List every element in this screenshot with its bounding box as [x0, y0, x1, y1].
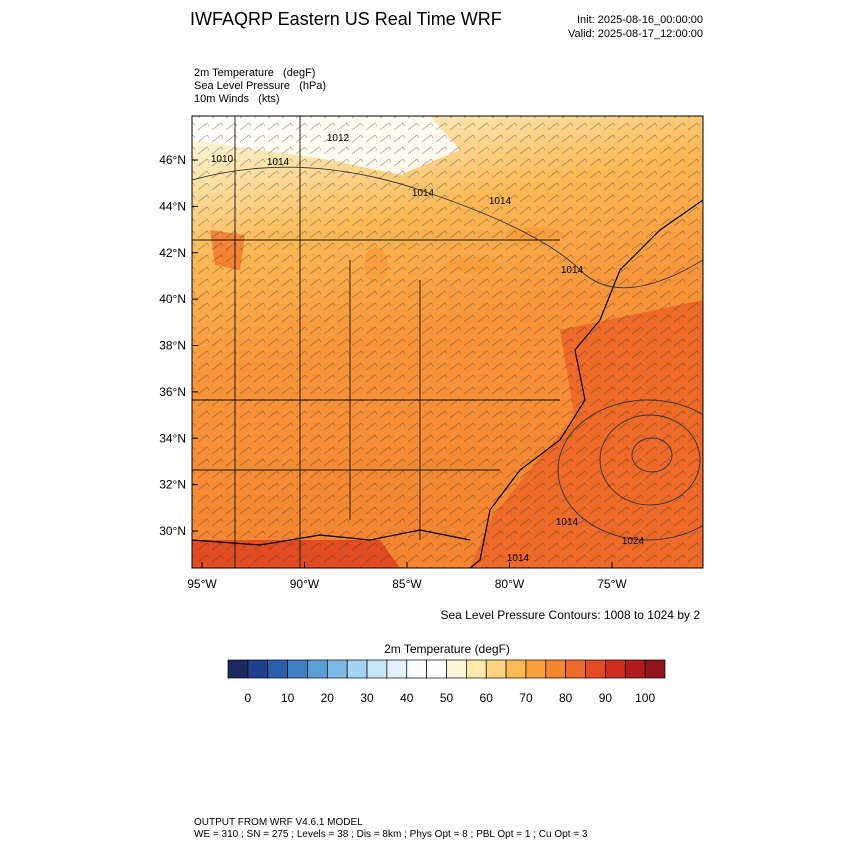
lon-tick-label: 75°W	[597, 577, 627, 591]
title: IWFAQRP Eastern US Real Time WRF	[190, 9, 502, 29]
color-swatch	[585, 659, 606, 679]
colorbar-tick-label: 70	[519, 691, 533, 705]
map-axes: 46°N 44°N 42°N 40°N 38°N 36°N 34°N 32°N 30°N 95°W…	[159, 153, 627, 591]
contour-note: Sea Level Pressure Contours: 1008 to 102…	[441, 608, 701, 622]
contour-label: 1014	[556, 517, 579, 528]
lat-tick-label: 34°N	[159, 431, 186, 445]
colorbar: 0 10 20 30 40 50 60 70 80 90 100	[227, 659, 666, 705]
coastline	[192, 529, 471, 546]
colorbar-title: 2m Temperature (degF)	[384, 642, 510, 656]
color-swatch	[466, 659, 487, 679]
colorbar-tick-label: 0	[245, 691, 252, 705]
footer-line: OUTPUT FROM WRF V4.6.1 MODEL	[194, 817, 363, 828]
color-swatch	[426, 659, 447, 679]
color-swatch	[307, 659, 328, 679]
color-swatch	[386, 659, 408, 679]
lat-tick-label: 32°N	[159, 478, 186, 492]
contour-label: 1014	[561, 265, 584, 276]
contour-label: 1024	[622, 536, 645, 547]
lat-tick-label: 36°N	[159, 385, 186, 399]
pressure-contours	[192, 166, 703, 541]
color-swatch	[366, 659, 388, 679]
contour-label: 1010	[211, 154, 234, 165]
lat-tick-label: 42°N	[159, 246, 186, 260]
coastline	[469, 199, 703, 568]
color-swatch	[545, 659, 567, 679]
field-label: Sea Level Pressure (hPa)	[194, 80, 326, 92]
color-swatch	[644, 659, 666, 679]
lon-tick-label: 90°W	[290, 577, 320, 591]
map-frame	[191, 115, 704, 569]
field-list: 2m Temperature (degF)Sea Level Pressure …	[194, 67, 326, 105]
lat-tick-label: 40°N	[159, 292, 186, 306]
color-swatch	[605, 659, 626, 679]
colorbar-tick-label: 40	[400, 691, 414, 705]
lon-tick-label: 85°W	[392, 577, 422, 591]
color-swatch	[624, 659, 646, 679]
color-swatch	[326, 659, 348, 679]
colorbar-tick-label: 100	[635, 691, 655, 705]
colorbar-tick-label: 60	[480, 691, 494, 705]
contour-label: 1014	[489, 196, 512, 207]
lon-tick-label: 95°W	[187, 577, 217, 591]
color-swatch	[247, 659, 269, 679]
lon-tick-label: 80°W	[495, 577, 525, 591]
field-label: 2m Temperature (degF)	[194, 67, 315, 79]
field-label: 10m Winds (kts)	[194, 93, 280, 105]
colorbar-tick-label: 90	[599, 691, 613, 705]
footer-line: WE = 310 ; SN = 275 ; Levels = 38 ; Dis …	[194, 829, 588, 840]
color-swatch	[406, 659, 427, 679]
color-swatch	[525, 659, 547, 679]
lat-tick-label: 46°N	[159, 153, 186, 167]
color-swatch	[287, 659, 308, 679]
wind-barbs	[192, 116, 703, 568]
contour-label: 1014	[267, 157, 290, 168]
color-swatch	[346, 659, 368, 679]
colorbar-tick-label: 50	[440, 691, 454, 705]
map	[192, 116, 703, 568]
color-swatch	[485, 659, 507, 679]
lat-tick-label: 44°N	[159, 199, 186, 213]
contour-label: 1012	[327, 133, 350, 144]
colorbar-tick-label: 10	[281, 691, 295, 705]
colorbar-tick-label: 80	[559, 691, 573, 705]
colorbar-tick-label: 30	[360, 691, 374, 705]
color-swatch	[446, 659, 467, 679]
contour-labels: 1010 1014 1012 1014 1014 1014 1014 1024 1014	[211, 133, 645, 564]
lat-tick-label: 38°N	[159, 339, 186, 353]
contour-label: 1014	[412, 188, 435, 199]
state-borders	[192, 116, 560, 568]
color-swatch	[227, 659, 249, 679]
init-time: Init: 2025-08-16_00:00:00	[577, 14, 703, 26]
color-swatch	[565, 659, 586, 679]
lat-tick-label: 30°N	[159, 524, 186, 538]
color-swatch	[505, 659, 527, 679]
valid-time: Valid: 2025-08-17_12:00:00	[568, 28, 703, 40]
color-swatch	[267, 659, 288, 679]
colorbar-tick-label: 20	[321, 691, 335, 705]
contour-label: 1014	[507, 553, 530, 564]
